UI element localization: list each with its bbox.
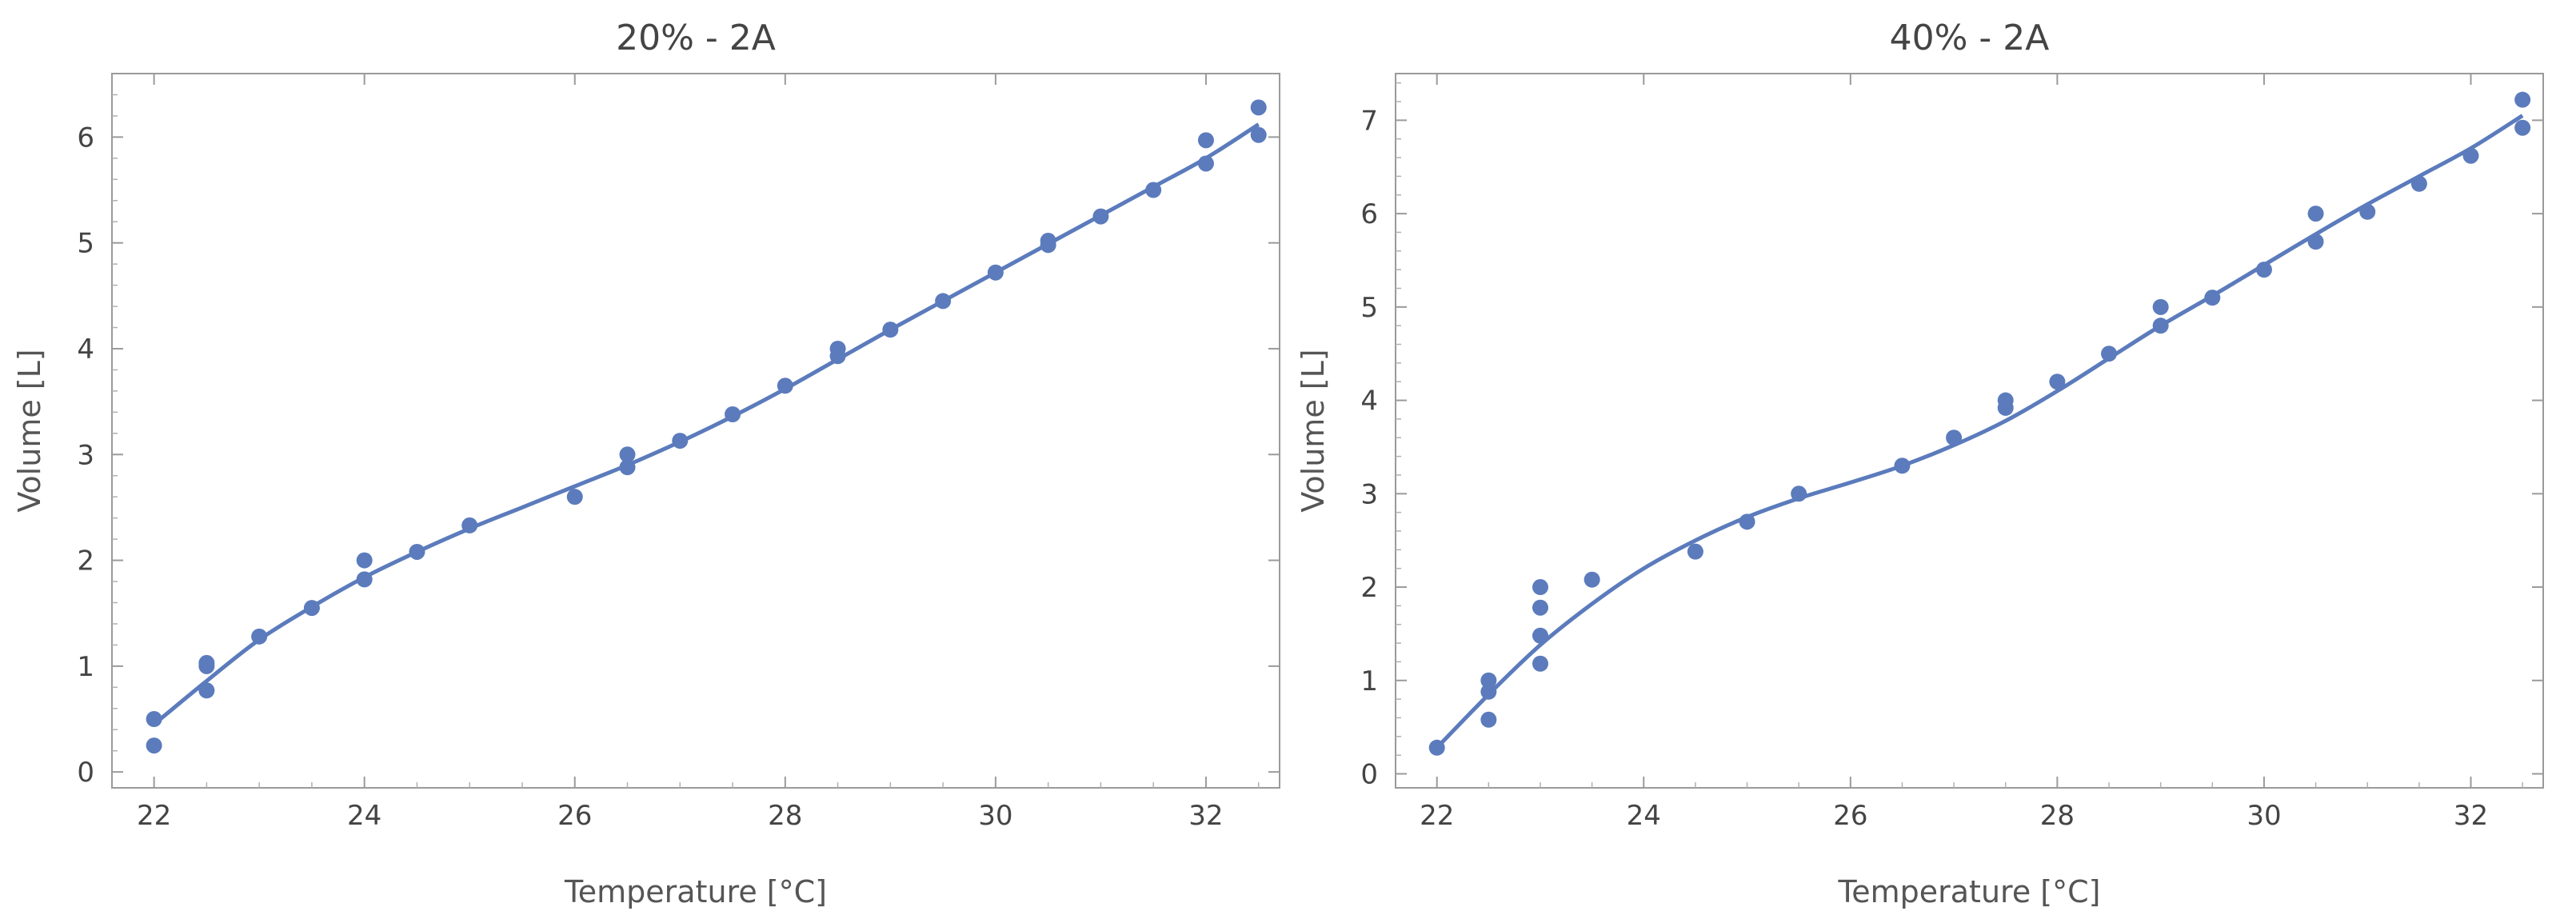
data-point bbox=[882, 322, 899, 338]
data-point bbox=[1480, 683, 1497, 700]
data-point bbox=[672, 433, 689, 450]
fit-curve bbox=[153, 122, 1260, 726]
y-axis-label: Volume [L] bbox=[12, 349, 47, 512]
data-point bbox=[356, 552, 373, 569]
y-tick-label: 0 bbox=[77, 757, 94, 789]
y-axis-label: Volume [L] bbox=[1296, 349, 1331, 512]
data-point bbox=[619, 459, 636, 476]
x-tick-label: 22 bbox=[1420, 800, 1454, 832]
data-point bbox=[2307, 234, 2324, 250]
plot-frame bbox=[1395, 73, 2544, 789]
data-point bbox=[1092, 208, 1109, 225]
y-tick-label: 7 bbox=[1360, 105, 1378, 137]
data-point bbox=[1997, 392, 2014, 409]
y-tick-label: 1 bbox=[1360, 665, 1378, 697]
y-tick-label: 5 bbox=[77, 228, 94, 260]
x-tick-label: 24 bbox=[347, 800, 381, 832]
chart-title: 20% - 2A bbox=[616, 18, 776, 58]
fit-curve bbox=[1435, 114, 2524, 749]
x-tick-label: 28 bbox=[2040, 800, 2075, 832]
x-tick-label: 28 bbox=[768, 800, 802, 832]
data-point bbox=[566, 489, 583, 505]
data-point bbox=[2049, 374, 2066, 390]
data-point bbox=[409, 543, 425, 560]
data-point bbox=[2359, 203, 2376, 220]
data-point bbox=[1532, 655, 1548, 672]
data-point bbox=[1250, 126, 1267, 143]
x-tick-label: 22 bbox=[137, 800, 171, 832]
x-tick-label: 32 bbox=[2454, 800, 2488, 832]
data-point bbox=[1428, 739, 1445, 756]
x-tick-label: 26 bbox=[557, 800, 592, 832]
data-point bbox=[2204, 290, 2221, 306]
data-point bbox=[1145, 182, 1162, 198]
chart-title: 40% - 2A bbox=[1890, 18, 2050, 58]
x-axis-label: Temperature [°C] bbox=[564, 874, 827, 909]
data-point bbox=[2514, 91, 2531, 108]
x-tick-label: 30 bbox=[978, 800, 1012, 832]
data-point bbox=[1532, 599, 1548, 616]
y-tick-label: 4 bbox=[1360, 386, 1378, 418]
data-point bbox=[461, 517, 478, 533]
data-point bbox=[987, 264, 1004, 281]
data-point bbox=[2101, 346, 2118, 362]
y-tick-label: 6 bbox=[1360, 198, 1378, 230]
data-point bbox=[1532, 627, 1548, 644]
y-tick-label: 3 bbox=[1360, 478, 1378, 510]
data-point bbox=[1250, 99, 1267, 116]
data-point bbox=[1040, 233, 1056, 250]
data-point bbox=[1480, 711, 1497, 728]
y-tick-label: 5 bbox=[1360, 292, 1378, 324]
data-point bbox=[198, 654, 215, 671]
data-point bbox=[1687, 543, 1703, 560]
data-point bbox=[146, 737, 162, 754]
y-tick-label: 2 bbox=[77, 545, 94, 577]
data-point bbox=[1894, 458, 1911, 474]
x-tick-label: 32 bbox=[1188, 800, 1223, 832]
data-point bbox=[1480, 672, 1497, 689]
x-tick-label: 24 bbox=[1627, 800, 1661, 832]
data-point bbox=[1197, 155, 1214, 172]
data-point bbox=[251, 628, 268, 645]
y-tick-label: 2 bbox=[1360, 572, 1378, 604]
data-point bbox=[777, 378, 793, 394]
y-tick-label: 1 bbox=[77, 651, 94, 683]
data-point bbox=[2514, 119, 2531, 136]
data-point bbox=[1532, 579, 1548, 596]
data-point bbox=[2152, 318, 2169, 334]
data-point bbox=[198, 682, 215, 699]
data-point bbox=[1946, 430, 1963, 446]
data-point bbox=[725, 406, 741, 422]
data-point bbox=[1791, 485, 1807, 502]
data-point bbox=[2462, 147, 2479, 164]
plot-frame bbox=[111, 73, 1280, 789]
data-point bbox=[2410, 175, 2427, 192]
y-tick-label: 0 bbox=[1360, 758, 1378, 790]
data-point bbox=[303, 600, 320, 617]
x-axis-label: Temperature [°C] bbox=[1838, 874, 2101, 909]
data-point bbox=[2307, 206, 2324, 222]
data-point bbox=[1739, 513, 1755, 530]
data-point bbox=[146, 711, 162, 728]
x-tick-label: 26 bbox=[1833, 800, 1867, 832]
data-point bbox=[2255, 262, 2272, 278]
data-point bbox=[829, 340, 846, 357]
data-point bbox=[1197, 132, 1214, 149]
data-point bbox=[2152, 298, 2169, 315]
data-point bbox=[1584, 571, 1600, 588]
y-tick-label: 3 bbox=[77, 439, 94, 471]
data-point bbox=[356, 571, 373, 588]
data-point bbox=[935, 293, 952, 310]
y-tick-label: 4 bbox=[77, 334, 94, 366]
y-tick-label: 6 bbox=[77, 122, 94, 154]
x-tick-label: 30 bbox=[2247, 800, 2281, 832]
data-point bbox=[619, 446, 636, 463]
